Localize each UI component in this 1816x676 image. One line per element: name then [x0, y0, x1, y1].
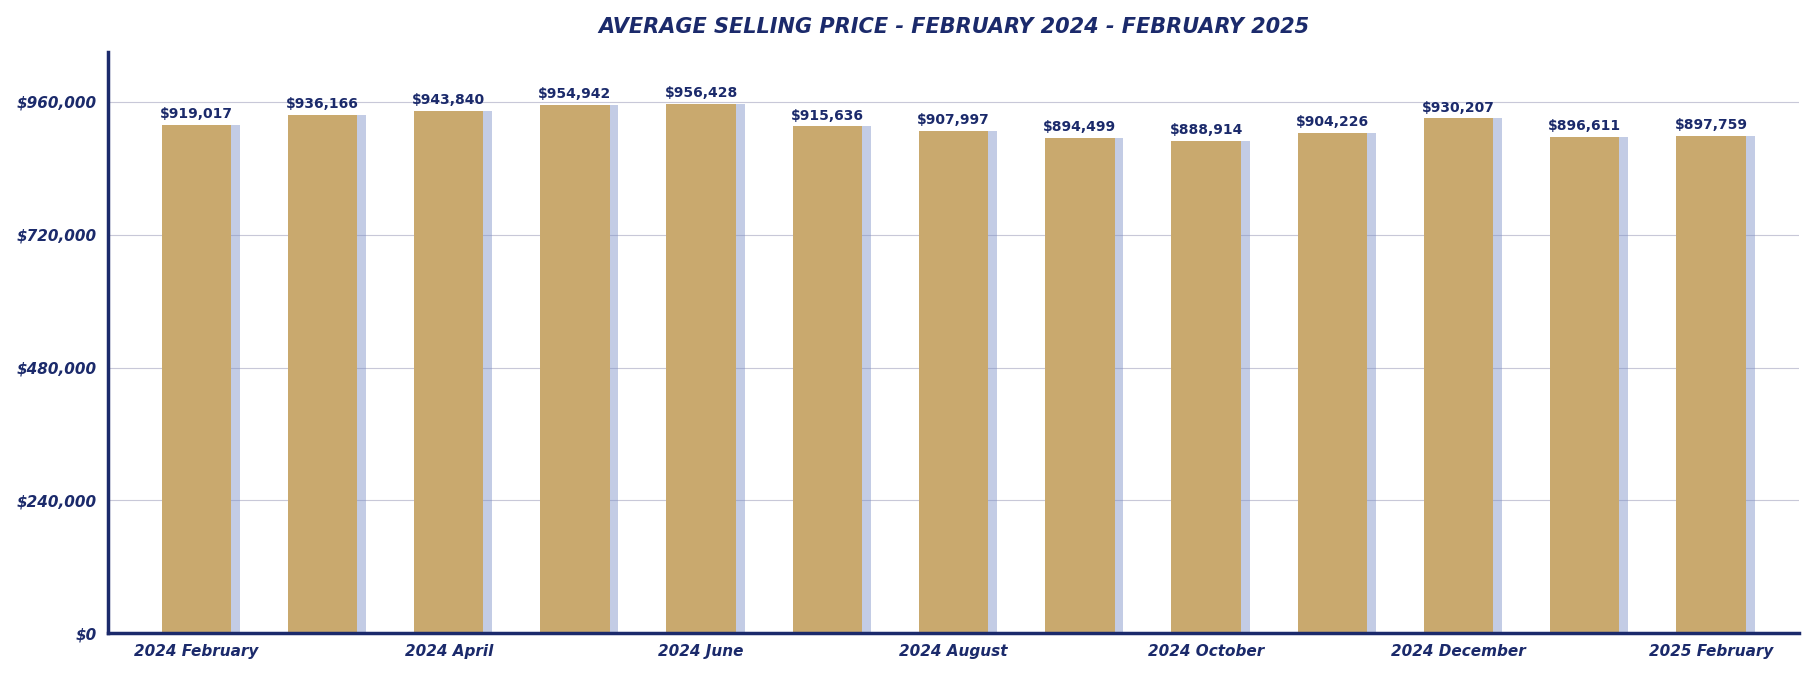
Text: $919,017: $919,017 [160, 107, 232, 121]
Text: $894,499: $894,499 [1042, 120, 1117, 135]
Text: $930,207: $930,207 [1422, 101, 1495, 114]
Text: $904,226: $904,226 [1297, 115, 1369, 129]
Bar [676, 104, 745, 633]
Bar [1433, 118, 1502, 633]
Bar [539, 105, 610, 633]
Title: AVERAGE SELLING PRICE - FEBRUARY 2024 - FEBRUARY 2025: AVERAGE SELLING PRICE - FEBRUARY 2024 - … [597, 17, 1309, 37]
Bar [801, 126, 872, 633]
Bar [792, 126, 863, 633]
Bar [1180, 141, 1249, 633]
Bar [1558, 137, 1629, 633]
Text: $954,942: $954,942 [538, 87, 612, 101]
Bar [1171, 141, 1240, 633]
Text: $897,759: $897,759 [1674, 118, 1747, 132]
Bar [1676, 137, 1745, 633]
Text: $888,914: $888,914 [1170, 124, 1242, 137]
Bar [171, 124, 240, 633]
Bar [296, 115, 367, 633]
Text: $915,636: $915,636 [792, 109, 864, 122]
Text: $936,166: $936,166 [287, 97, 360, 112]
Bar [414, 111, 483, 633]
Bar [1551, 137, 1620, 633]
Bar [1306, 132, 1377, 633]
Bar [666, 104, 735, 633]
Bar [162, 124, 231, 633]
Bar [1685, 137, 1754, 633]
Bar [1053, 138, 1124, 633]
Bar [919, 130, 988, 633]
Bar [423, 111, 492, 633]
Bar [287, 115, 358, 633]
Bar [1046, 138, 1115, 633]
Bar [548, 105, 619, 633]
Bar [1298, 132, 1367, 633]
Text: $956,428: $956,428 [665, 86, 737, 100]
Bar [1424, 118, 1493, 633]
Text: $896,611: $896,611 [1549, 119, 1622, 133]
Bar [928, 130, 997, 633]
Text: $907,997: $907,997 [917, 113, 990, 127]
Text: $943,840: $943,840 [412, 93, 485, 107]
